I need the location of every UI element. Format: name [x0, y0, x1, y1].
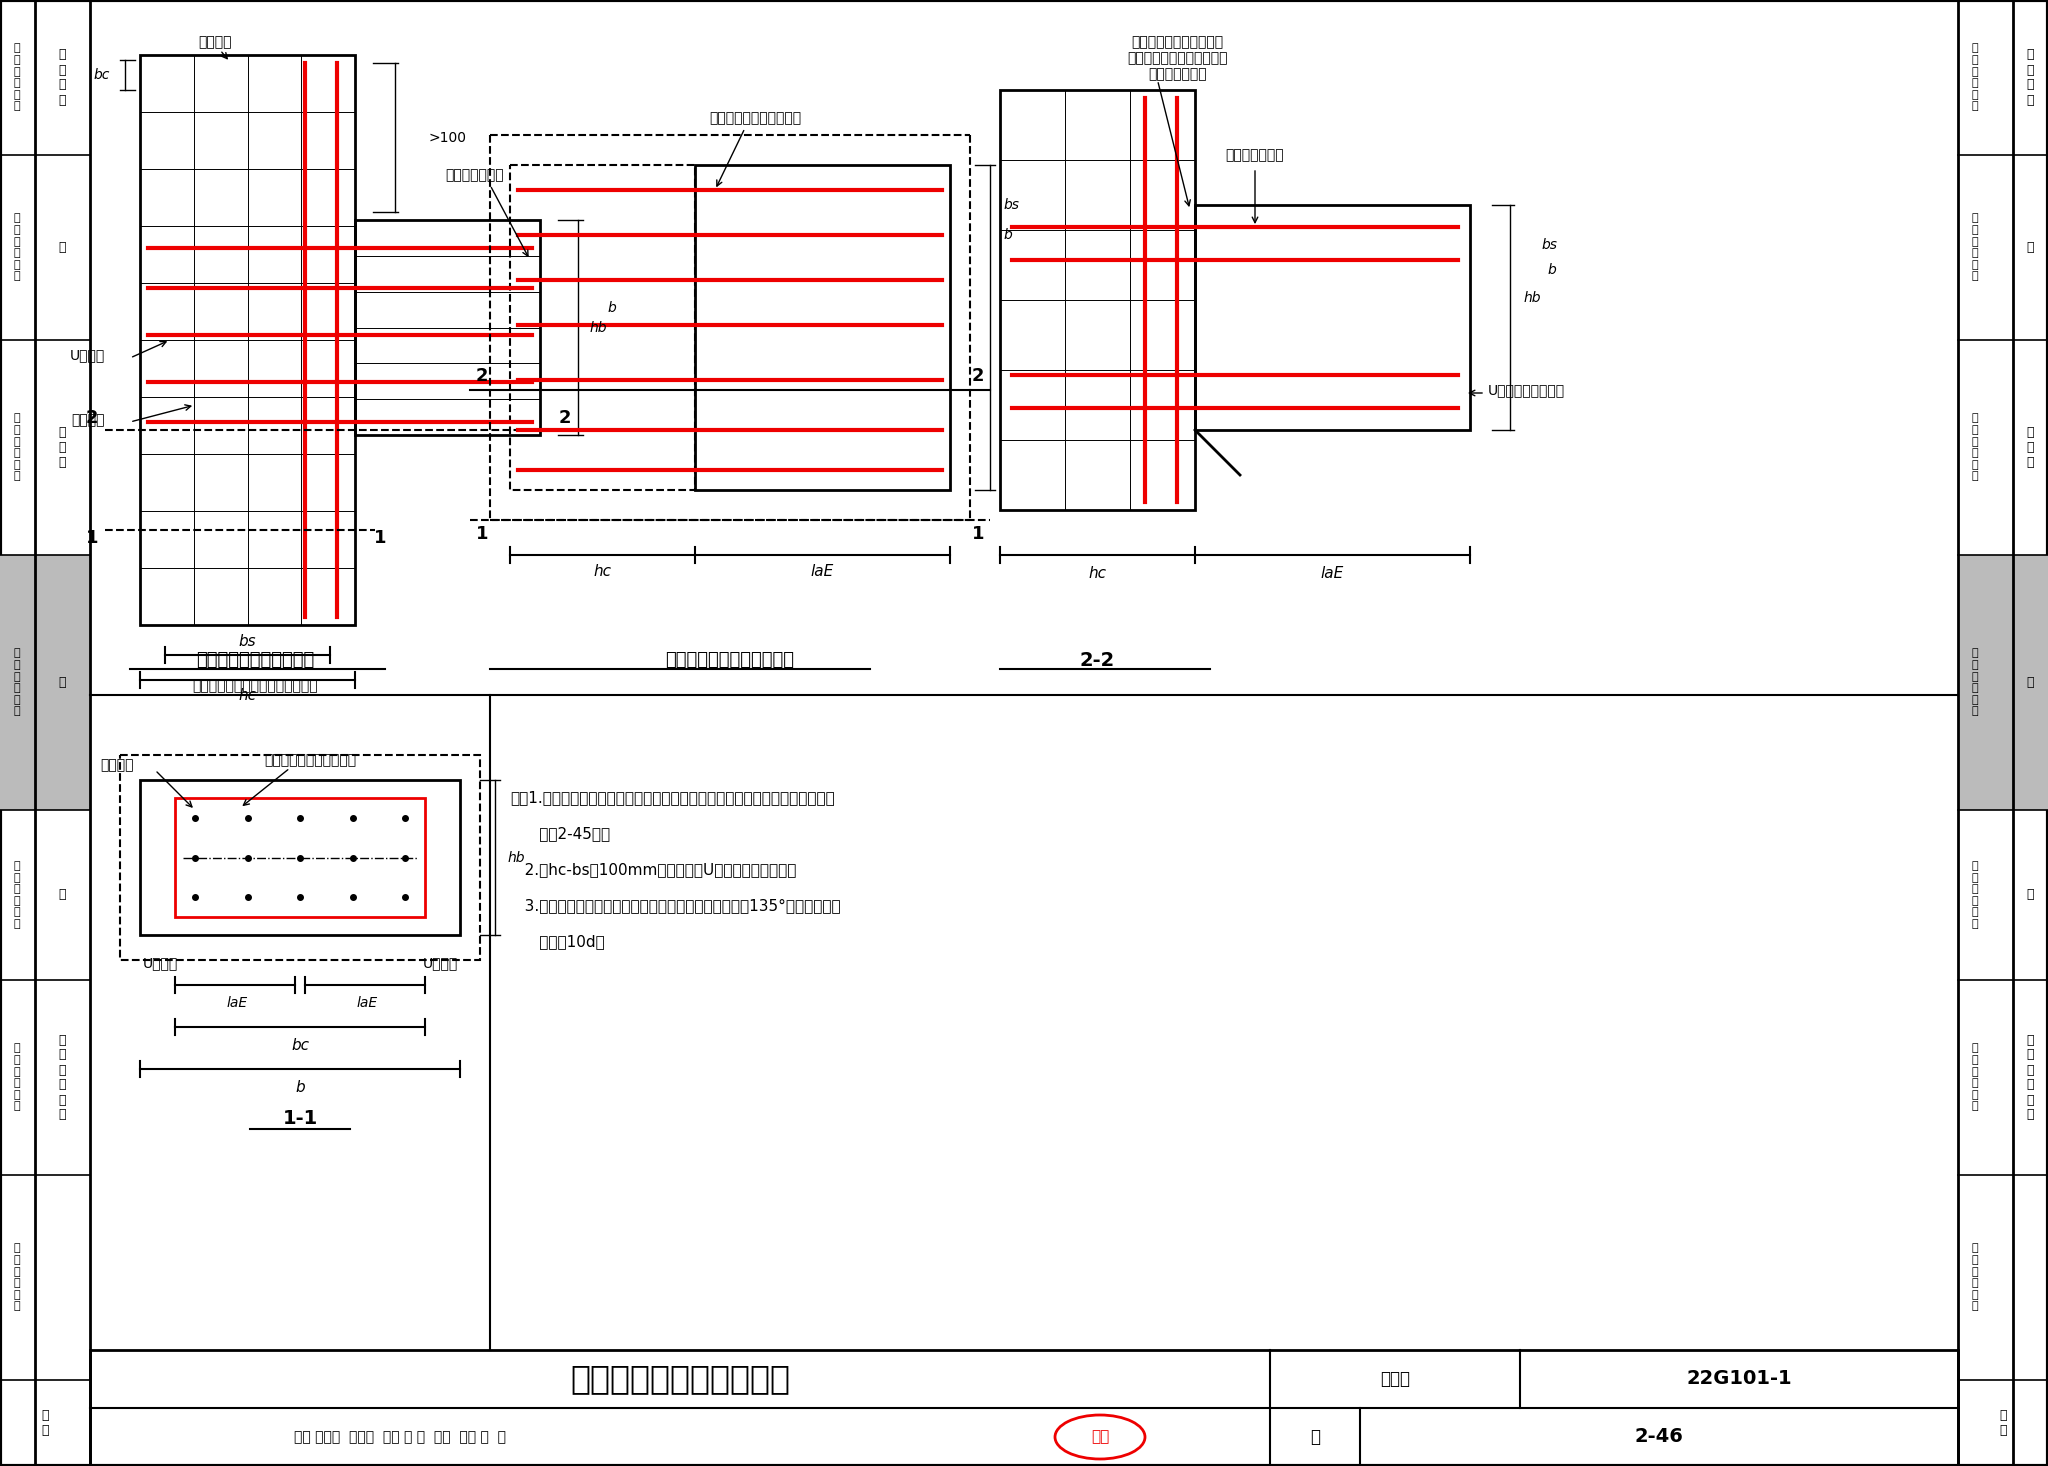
Text: laE: laE [1321, 566, 1343, 581]
Text: 梁: 梁 [57, 676, 66, 689]
Text: 竖向拉筋: 竖向拉筋 [72, 413, 104, 427]
Text: 标
准
构
造
详
图: 标 准 构 造 详 图 [1972, 1044, 1978, 1111]
Text: 2.当hc-bs＞100mm时，需设置U形箍筋及竖向拉筋。: 2.当hc-bs＞100mm时，需设置U形箍筋及竖向拉筋。 [510, 862, 797, 877]
Text: 标
准
构
造
详
图: 标 准 构 造 详 图 [1972, 413, 1978, 481]
Text: bs: bs [240, 633, 256, 648]
Text: 边梁箍筋: 边梁箍筋 [199, 35, 231, 48]
Text: bs: bs [1004, 198, 1020, 213]
Text: 核心区附加抗剪纵向钢筋: 核心区附加抗剪纵向钢筋 [264, 754, 356, 767]
Text: 标
准
构
造
详
图: 标 准 构 造 详 图 [1972, 1243, 1978, 1312]
Text: laE: laE [356, 995, 379, 1010]
Text: 一
般
构
造: 一 般 构 造 [57, 48, 66, 107]
Bar [174, 798, 426, 918]
Text: 长度为10d。: 长度为10d。 [510, 934, 604, 949]
Text: 保密: 保密 [1092, 1429, 1110, 1444]
Text: 板: 板 [2025, 888, 2034, 902]
Text: 22G101-1: 22G101-1 [1686, 1369, 1792, 1388]
Text: bs: bs [1542, 237, 1559, 252]
Text: 竖向拉筋: 竖向拉筋 [100, 758, 133, 773]
Text: 1: 1 [373, 529, 387, 547]
Text: 标
准
构
造
详
图: 标 准 构 造 详 图 [14, 648, 20, 717]
Text: 核心区附加抗剪纵向钢筋: 核心区附加抗剪纵向钢筋 [1130, 35, 1223, 48]
Bar [0, 556, 90, 811]
Text: 标
准
构
造
详
图: 标 准 构 造 详 图 [14, 1044, 20, 1111]
Text: 2: 2 [971, 366, 985, 386]
Text: 1: 1 [86, 529, 98, 547]
Text: 2-2: 2-2 [1079, 651, 1114, 670]
Bar [999, 89, 1194, 510]
Text: hb: hb [590, 321, 608, 334]
Text: 1: 1 [475, 525, 487, 542]
Bar [121, 755, 479, 960]
Text: hb: hb [1524, 290, 1542, 305]
Bar [694, 166, 950, 490]
Text: 页: 页 [1311, 1428, 1321, 1445]
Text: 在端支座处的锚固构造做法: 在端支座处的锚固构造做法 [1126, 51, 1227, 65]
Bar [139, 56, 354, 625]
Text: 标
准
构
造
详
图: 标 准 构 造 详 图 [1972, 648, 1978, 717]
Text: 3.竖向拉筋同时匀住扁梁上下双向纵筋，拉筋末端采用135°弯钩，平直段: 3.竖向拉筋同时匀住扁梁上下双向纵筋，拉筋末端采用135°弯钩，平直段 [510, 899, 840, 913]
Text: 标
准
构
造
详
图: 标 准 构 造 详 图 [1972, 44, 1978, 111]
Text: bc: bc [291, 1038, 309, 1053]
Text: b: b [608, 301, 616, 315]
Text: b: b [1004, 229, 1012, 242]
Text: 注：1.框架扁梁纵向钢筋在支座区的锚固、搭接做法及箍筋加密区要求详见本图: 注：1.框架扁梁纵向钢筋在支座区的锚固、搭接做法及箍筋加密区要求详见本图 [510, 790, 836, 805]
Text: 框架扁梁附加抗剪纵向钢筋: 框架扁梁附加抗剪纵向钢筋 [666, 651, 795, 668]
Text: 一
般
构
造: 一 般 构 造 [2025, 48, 2034, 107]
Text: U形箍筋及竖向拉筋: U形箍筋及竖向拉筋 [1489, 383, 1565, 397]
Bar [1194, 205, 1470, 430]
Text: 图集号: 图集号 [1380, 1371, 1409, 1388]
Text: 标
准
构
造
详
图: 标 准 构 造 详 图 [14, 1243, 20, 1312]
Text: laE: laE [811, 563, 834, 579]
Text: 1-1: 1-1 [283, 1110, 317, 1129]
Text: b: b [295, 1079, 305, 1095]
Text: 柱: 柱 [2025, 240, 2034, 254]
Text: bc: bc [94, 67, 111, 82]
Text: hc: hc [594, 563, 612, 579]
Text: 核心区附加抗剪纵向钢筋: 核心区附加抗剪纵向钢筋 [709, 111, 801, 125]
Text: U形箍筋: U形箍筋 [422, 956, 457, 970]
Text: 梁纵向受力钢筋: 梁纵向受力钢筋 [444, 169, 504, 182]
Bar [1958, 556, 2048, 811]
Text: 审核 吴汉福  吴汉孙  校对 罗 斌  平成  设计 余  莉: 审核 吴汉福 吴汉孙 校对 罗 斌 平成 设计 余 莉 [295, 1429, 506, 1444]
Text: 板: 板 [57, 888, 66, 902]
Text: 附
录: 附 录 [41, 1409, 49, 1437]
Text: 其
他
相
关
构
造: 其 他 相 关 构 造 [2025, 1034, 2034, 1121]
Text: hc: hc [238, 689, 256, 704]
Text: laE: laE [227, 995, 248, 1010]
Text: 标
准
构
造
详
图: 标 准 构 造 详 图 [14, 413, 20, 481]
Text: 同框架扁梁纵筋: 同框架扁梁纵筋 [1149, 67, 1206, 81]
Text: 柱: 柱 [57, 240, 66, 254]
Text: 剪
力
墙: 剪 力 墙 [2025, 427, 2034, 469]
Text: 附
录: 附 录 [1999, 1409, 2007, 1437]
Bar [139, 780, 461, 935]
Bar [510, 166, 694, 490]
Text: （边框架梁宽度小于柱截面高度）: （边框架梁宽度小于柱截面高度） [193, 679, 317, 693]
Text: 2: 2 [86, 409, 98, 427]
Text: 集第2-45页。: 集第2-45页。 [510, 825, 610, 841]
Bar [90, 1350, 1958, 1466]
Text: >100: >100 [428, 130, 467, 145]
Text: 2-46: 2-46 [1634, 1428, 1683, 1447]
Text: 剪
力
墙: 剪 力 墙 [57, 427, 66, 469]
Text: 梁: 梁 [2025, 676, 2034, 689]
Text: hc: hc [1087, 566, 1106, 581]
Text: 标
准
构
造
详
图: 标 准 构 造 详 图 [14, 214, 20, 281]
Text: 1: 1 [971, 525, 985, 542]
Text: 标
准
构
造
详
图: 标 准 构 造 详 图 [1972, 861, 1978, 929]
Text: U形箍筋: U形箍筋 [70, 347, 104, 362]
Text: 框架扁梁边柱节点（二）: 框架扁梁边柱节点（二） [197, 651, 313, 668]
Text: 其
他
相
关
构
造: 其 他 相 关 构 造 [57, 1034, 66, 1121]
Text: 标
准
构
造
详
图: 标 准 构 造 详 图 [14, 861, 20, 929]
Text: 2: 2 [559, 409, 571, 427]
Text: 2: 2 [475, 366, 487, 386]
Bar [354, 220, 541, 435]
Text: 梁纵向受力钢筋: 梁纵向受力钢筋 [1225, 148, 1284, 163]
Text: 标
准
构
造
详
图: 标 准 构 造 详 图 [1972, 214, 1978, 281]
Text: 标
准
构
造
详
图: 标 准 构 造 详 图 [14, 44, 20, 111]
Text: U形箍筋: U形箍筋 [143, 956, 178, 970]
Text: hb: hb [508, 850, 526, 865]
Text: 框架扁梁边柱节点（二）: 框架扁梁边柱节点（二） [569, 1362, 791, 1396]
Text: b: b [1546, 262, 1556, 277]
